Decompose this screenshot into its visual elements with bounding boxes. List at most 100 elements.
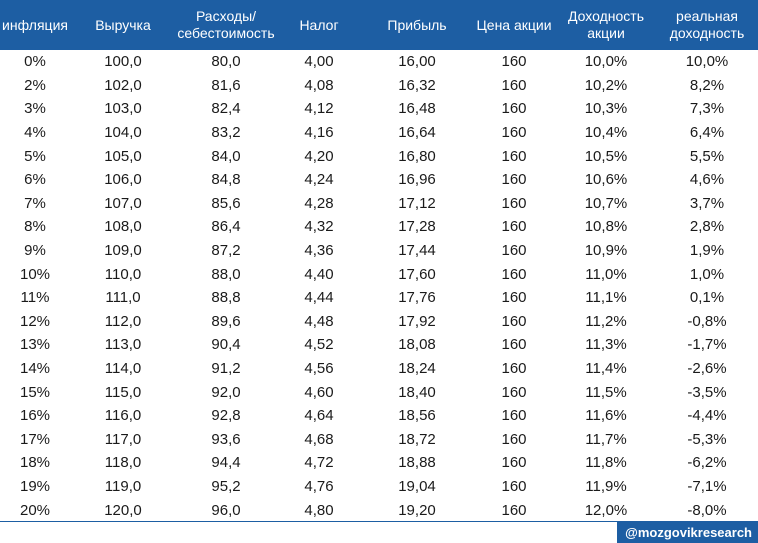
- table-row: 19% 119,0 95,2 4,76 19,04 160 11,9% -7,1%: [0, 475, 758, 499]
- cell-tax: 4,60: [304, 383, 334, 401]
- table-row: 10% 110,0 88,0 4,40 17,60 160 11,0% 1,0%: [0, 262, 758, 286]
- cell-revenue: 120,0: [104, 501, 142, 519]
- cell-real-yield: 6,4%: [689, 124, 725, 142]
- cell-revenue: 112,0: [104, 312, 142, 330]
- cell-expenses: 96,0: [211, 501, 241, 519]
- table-row: 3% 103,0 82,4 4,12 16,48 160 10,3% 7,3%: [0, 97, 758, 121]
- cell-real-yield: -8,0%: [687, 501, 727, 519]
- table-row: 8% 108,0 86,4 4,32 17,28 160 10,8% 2,8%: [0, 215, 758, 239]
- cell-share-yield: 11,1%: [585, 289, 627, 307]
- table-row: 14% 114,0 91,2 4,56 18,24 160 11,4% -2,6%: [0, 357, 758, 381]
- cell-expenses: 87,2: [211, 242, 241, 260]
- cell-revenue: 103,0: [104, 100, 142, 118]
- cell-real-yield: -4,4%: [687, 407, 727, 425]
- cell-share-yield: 11,9%: [585, 477, 627, 495]
- cell-share-price: 160: [501, 383, 527, 401]
- cell-share-yield: 12,0%: [584, 501, 628, 519]
- table-row: 11% 111,0 88,8 4,44 17,76 160 11,1% 0,1%: [0, 286, 758, 310]
- cell-expenses: 85,6: [211, 194, 241, 212]
- table-row: 15% 115,0 92,0 4,60 18,40 160 11,5% -3,5%: [0, 380, 758, 404]
- cell-tax: 4,48: [304, 312, 334, 330]
- cell-share-yield: 10,2%: [584, 76, 628, 94]
- cell-real-yield: -1,7%: [687, 336, 727, 354]
- cell-inflation: 0%: [24, 53, 46, 71]
- cell-profit: 18,24: [398, 360, 436, 378]
- table-row: 2% 102,0 81,6 4,08 16,32 160 10,2% 8,2%: [0, 74, 758, 98]
- cell-profit: 18,40: [398, 383, 436, 401]
- cell-expenses: 84,8: [211, 171, 241, 189]
- cell-tax: 4,16: [304, 124, 334, 142]
- cell-share-yield: 11,7%: [585, 430, 627, 448]
- cell-revenue: 116,0: [104, 407, 142, 425]
- cell-tax: 4,56: [304, 360, 334, 378]
- cell-expenses: 89,6: [211, 312, 241, 330]
- cell-real-yield: -0,8%: [687, 312, 727, 330]
- cell-share-yield: 10,3%: [584, 100, 628, 118]
- cell-share-yield: 11,8%: [585, 454, 627, 472]
- cell-share-yield: 11,0%: [585, 265, 627, 283]
- cell-inflation: 16%: [19, 407, 51, 425]
- cell-share-yield: 11,5%: [585, 383, 627, 401]
- header-real-yield: реальная доходность: [669, 8, 745, 41]
- cell-inflation: 5%: [24, 147, 46, 165]
- cell-share-price: 160: [501, 242, 527, 260]
- cell-tax: 4,44: [304, 289, 334, 307]
- cell-share-yield: 11,6%: [585, 407, 627, 425]
- cell-inflation: 2%: [24, 76, 46, 94]
- cell-share-price: 160: [501, 124, 527, 142]
- cell-share-price: 160: [501, 265, 527, 283]
- cell-share-price: 160: [501, 218, 527, 236]
- cell-profit: 17,44: [398, 242, 436, 260]
- cell-profit: 16,48: [398, 100, 436, 118]
- table-header: инфляция Выручка Расходы/ себестоимость …: [0, 0, 758, 50]
- cell-share-price: 160: [501, 336, 527, 354]
- cell-expenses: 80,0: [211, 53, 241, 71]
- header-tax: Налог: [299, 16, 339, 33]
- cell-tax: 4,20: [304, 147, 334, 165]
- cell-real-yield: 5,5%: [689, 147, 725, 165]
- table-row: 4% 104,0 83,2 4,16 16,64 160 10,4% 6,4%: [0, 121, 758, 145]
- cell-tax: 4,40: [304, 265, 334, 283]
- cell-inflation: 14%: [19, 360, 51, 378]
- cell-tax: 4,12: [304, 100, 334, 118]
- cell-share-price: 160: [501, 407, 527, 425]
- cell-inflation: 6%: [24, 171, 46, 189]
- cell-expenses: 95,2: [211, 477, 241, 495]
- header-share-yield: Доходность акции: [568, 8, 644, 41]
- cell-revenue: 102,0: [104, 76, 142, 94]
- cell-real-yield: -7,1%: [687, 477, 727, 495]
- cell-tax: 4,36: [304, 242, 334, 260]
- cell-share-yield: 10,9%: [584, 242, 628, 260]
- cell-profit: 16,80: [398, 147, 436, 165]
- cell-profit: 17,28: [398, 218, 436, 236]
- cell-expenses: 88,0: [211, 265, 241, 283]
- table-row: 7% 107,0 85,6 4,28 17,12 160 10,7% 3,7%: [0, 192, 758, 216]
- cell-real-yield: 8,2%: [689, 76, 725, 94]
- table-row: 12% 112,0 89,6 4,48 17,92 160 11,2% -0,8%: [0, 310, 758, 334]
- cell-share-yield: 10,8%: [584, 218, 628, 236]
- cell-expenses: 93,6: [211, 430, 241, 448]
- table-row: 6% 106,0 84,8 4,24 16,96 160 10,6% 4,6%: [0, 168, 758, 192]
- cell-revenue: 119,0: [104, 477, 142, 495]
- cell-share-price: 160: [501, 100, 527, 118]
- cell-profit: 17,76: [398, 289, 436, 307]
- table-body: 0% 100,0 80,0 4,00 16,00 160 10,0% 10,0% 2% 102,0…: [0, 50, 758, 522]
- cell-real-yield: 3,7%: [689, 194, 725, 212]
- cell-share-yield: 10,4%: [584, 124, 628, 142]
- cell-revenue: 106,0: [104, 171, 142, 189]
- cell-inflation: 18%: [19, 454, 51, 472]
- cell-revenue: 108,0: [104, 218, 142, 236]
- cell-expenses: 84,0: [211, 147, 241, 165]
- cell-revenue: 109,0: [104, 242, 142, 260]
- cell-real-yield: 2,8%: [689, 218, 725, 236]
- table-row: 9% 109,0 87,2 4,36 17,44 160 10,9% 1,9%: [0, 239, 758, 263]
- cell-tax: 4,24: [304, 171, 334, 189]
- cell-share-price: 160: [501, 312, 527, 330]
- cell-real-yield: -5,3%: [687, 430, 727, 448]
- cell-tax: 4,68: [304, 430, 334, 448]
- cell-profit: 18,72: [398, 430, 436, 448]
- cell-expenses: 92,0: [211, 383, 241, 401]
- table-row: 0% 100,0 80,0 4,00 16,00 160 10,0% 10,0%: [0, 50, 758, 74]
- cell-inflation: 8%: [24, 218, 46, 236]
- cell-tax: 4,76: [304, 477, 334, 495]
